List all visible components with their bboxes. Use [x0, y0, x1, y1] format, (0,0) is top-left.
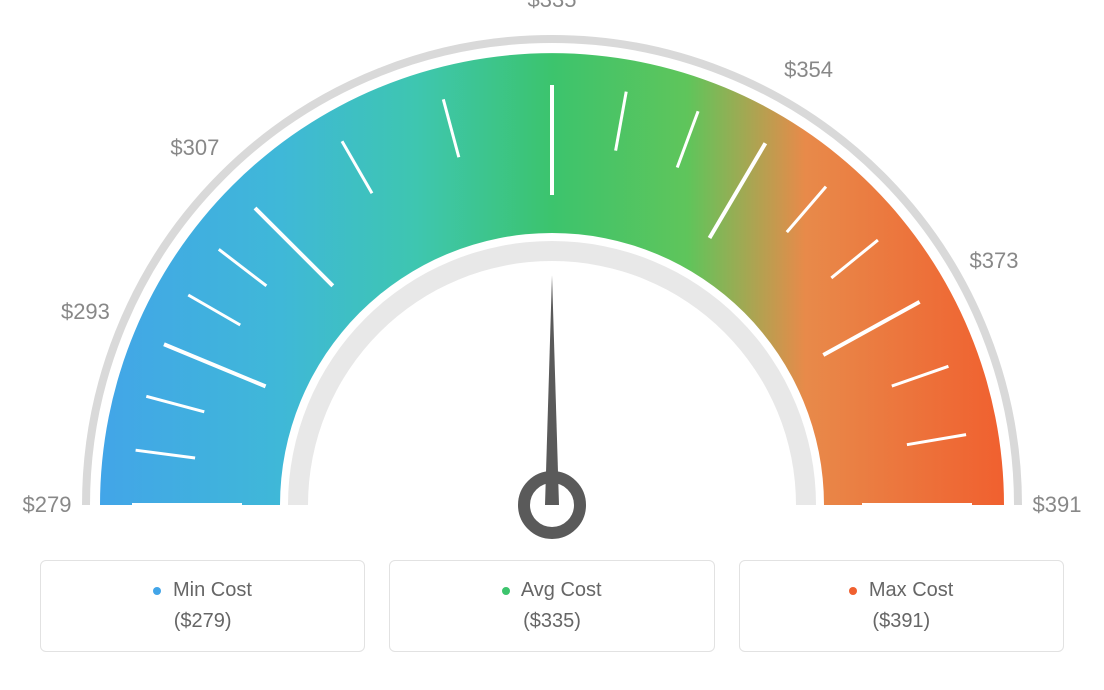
legend-min-label: Min Cost [173, 579, 252, 601]
gauge-svg [0, 0, 1104, 560]
dot-icon [849, 587, 857, 595]
tick-label: $373 [970, 248, 1019, 274]
tick-label: $391 [1033, 492, 1082, 518]
legend-min-title: Min Cost [51, 579, 354, 602]
legend-avg-box: Avg Cost ($335) [389, 560, 714, 652]
dot-icon [153, 587, 161, 595]
legend-avg-label: Avg Cost [521, 579, 602, 601]
legend-max-title: Max Cost [750, 579, 1053, 602]
legend-avg-value: ($335) [400, 610, 703, 633]
legend-avg-title: Avg Cost [400, 579, 703, 602]
tick-label: $354 [784, 57, 833, 83]
cost-gauge-container: $279 $293 $307 $335 $354 $373 $391 Min Cost ($… [0, 0, 1104, 690]
dot-icon [502, 587, 510, 595]
needle [545, 275, 559, 505]
tick-label: $293 [61, 299, 110, 325]
tick-label: $335 [528, 0, 577, 13]
legend-max-label: Max Cost [869, 579, 953, 601]
tick-label: $307 [170, 135, 219, 161]
legend-max-value: ($391) [750, 610, 1053, 633]
legend-row: Min Cost ($279) Avg Cost ($335) Max Cost… [0, 560, 1104, 652]
legend-min-value: ($279) [51, 610, 354, 633]
gauge-area: $279 $293 $307 $335 $354 $373 $391 [0, 0, 1104, 560]
legend-max-box: Max Cost ($391) [739, 560, 1064, 652]
tick-label: $279 [23, 492, 72, 518]
legend-min-box: Min Cost ($279) [40, 560, 365, 652]
